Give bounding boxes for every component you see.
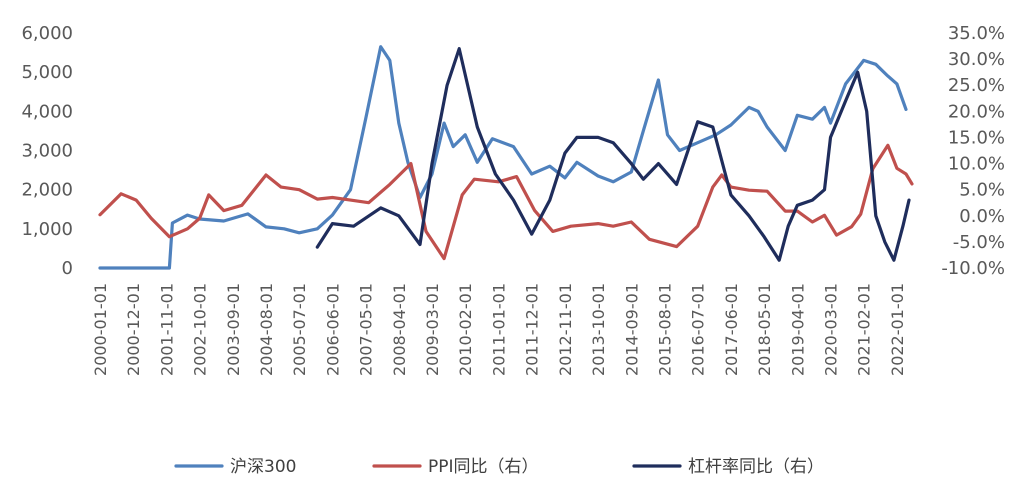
x-axis-tick-label: 2017-06-01 <box>722 283 741 376</box>
x-axis-tick-label: 2010-02-01 <box>456 283 475 376</box>
x-axis-tick-label: 2000-12-01 <box>124 283 143 376</box>
x-axis: 2000-01-01 2000-12-01 2001-11-01 2002-10-01… <box>91 283 907 376</box>
x-axis-tick-label: 2021-02-01 <box>855 283 874 376</box>
x-axis-tick-label: 2003-09-01 <box>224 283 243 376</box>
series-line-0 <box>98 45 908 270</box>
x-axis-tick-label: 2001-11-01 <box>157 283 176 376</box>
x-axis-tick-label: 2006-06-01 <box>323 283 342 376</box>
x-axis-tick-label: 2019-04-01 <box>788 283 807 376</box>
x-axis-tick-label: 2007-05-01 <box>357 283 376 376</box>
x-axis-tick-label: 2009-03-01 <box>423 283 442 376</box>
x-axis-tick-label: 2022-01-01 <box>888 283 907 376</box>
left-axis-tick-label: 1,000 <box>21 219 73 240</box>
right-axis-tick-label: 5.0% <box>959 180 1005 201</box>
series-line-1 <box>98 143 914 261</box>
right-axis-tick-label: 0.0% <box>959 206 1005 227</box>
x-axis-tick-label: 2020-03-01 <box>821 283 840 376</box>
right-axis-tick-label: 20.0% <box>948 101 1005 122</box>
x-axis-tick-label: 2005-07-01 <box>290 283 309 376</box>
legend-label-2: 杠杆率同比（右） <box>688 457 824 477</box>
left-axis: 0 1,000 2,000 3,000 4,000 5,000 6,000 <box>21 23 73 279</box>
left-axis-tick-label: 3,000 <box>21 141 73 162</box>
left-axis-tick-label: 5,000 <box>21 62 73 83</box>
legend: 沪深300 PPI同比（右） 杠杆率同比（右） <box>174 457 824 477</box>
x-axis-tick-label: 2004-08-01 <box>257 283 276 376</box>
x-axis-tick-label: 2011-12-01 <box>523 283 542 376</box>
x-axis-tick-label: 2002-10-01 <box>191 283 210 376</box>
right-axis-tick-label: 35.0% <box>948 23 1005 44</box>
left-axis-tick-label: 2,000 <box>21 180 73 201</box>
x-axis-tick-label: 2015-08-01 <box>655 283 674 376</box>
x-axis-tick-label: 2013-10-01 <box>589 283 608 376</box>
legend-label-1: PPI同比（右） <box>428 457 539 477</box>
right-axis-tick-label: -5.0% <box>953 232 1005 253</box>
left-axis-tick-label: 4,000 <box>21 101 73 122</box>
right-axis-tick-label: 30.0% <box>948 49 1005 70</box>
right-axis-tick-label: 10.0% <box>948 154 1005 175</box>
right-axis-tick-label: 15.0% <box>948 127 1005 148</box>
series-lines <box>98 45 914 270</box>
legend-label-0: 沪深300 <box>230 457 296 477</box>
right-axis: -10.0% -5.0% 0.0% 5.0% 10.0% 15.0% 20.0% 25.0% 3… <box>941 23 1005 279</box>
x-axis-tick-label: 2016-07-01 <box>689 283 708 376</box>
x-axis-tick-label: 2008-04-01 <box>390 283 409 376</box>
x-axis-tick-label: 2000-01-01 <box>91 283 110 376</box>
left-axis-tick-label: 0 <box>62 258 73 279</box>
x-axis-tick-label: 2018-05-01 <box>755 283 774 376</box>
x-axis-tick-label: 2012-11-01 <box>556 283 575 376</box>
left-axis-tick-label: 6,000 <box>21 23 73 44</box>
series-line-2 <box>315 47 911 262</box>
right-axis-tick-label: -10.0% <box>941 258 1005 279</box>
right-axis-tick-label: 25.0% <box>948 75 1005 96</box>
x-axis-tick-label: 2011-01-01 <box>489 283 508 376</box>
x-axis-tick-label: 2014-09-01 <box>622 283 641 376</box>
